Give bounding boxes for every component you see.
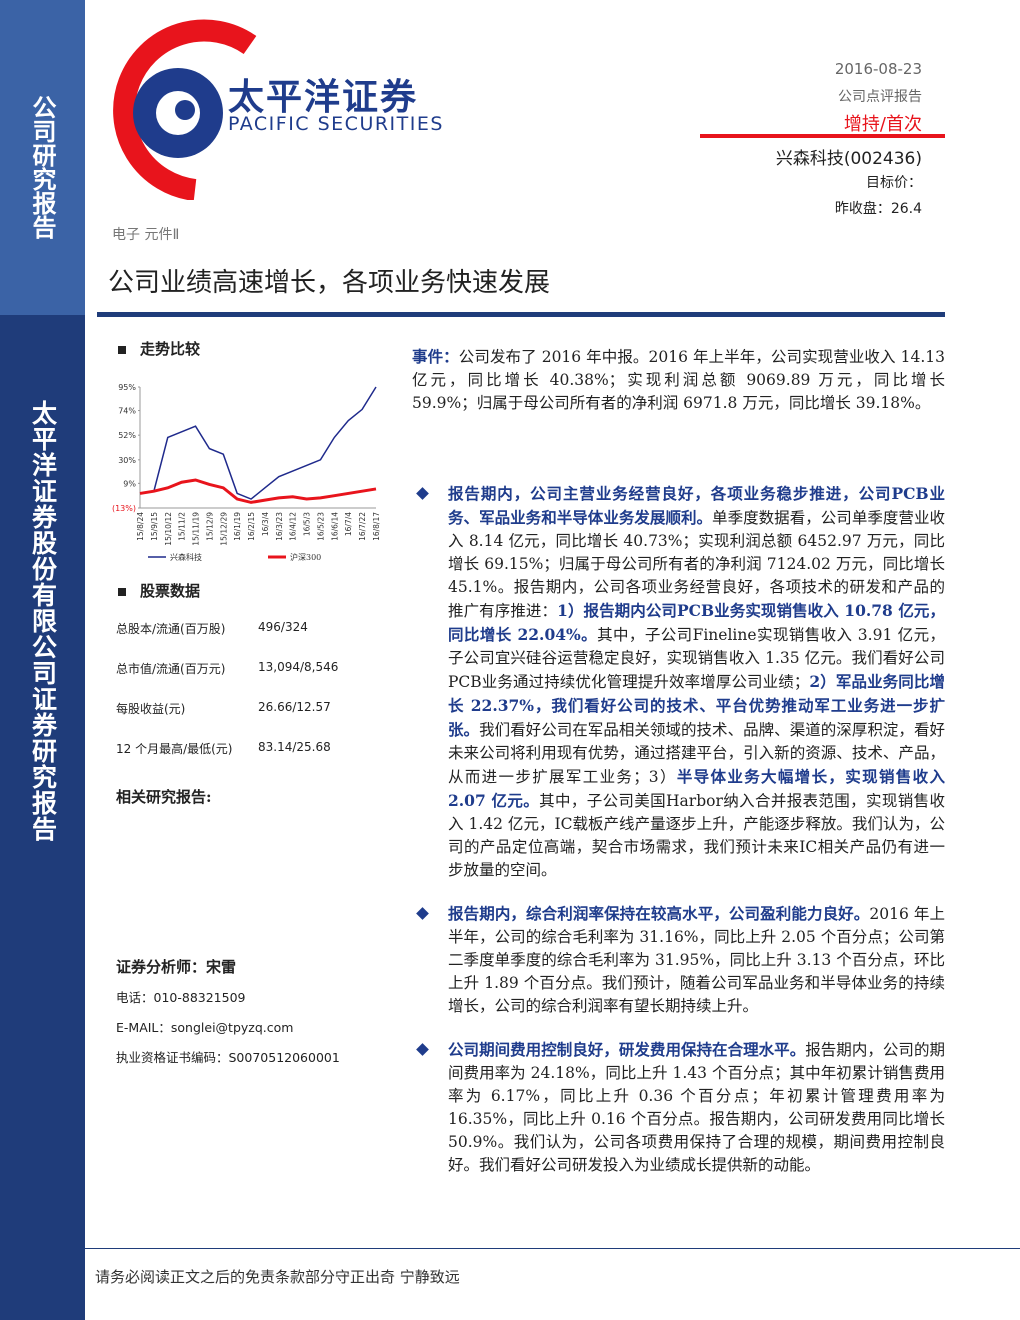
title-rule	[97, 312, 945, 317]
event-text: 公司发布了 2016 年中报。2016 年上半年，公司实现营业收入 14.13 …	[412, 348, 945, 412]
series-line	[139, 386, 377, 500]
close-price: 昨收盘：26.4	[834, 201, 922, 217]
report-type: 公司点评报告	[838, 89, 922, 105]
y-tick-label: (13%)	[112, 504, 136, 513]
logo-cn: 太平洋证券	[228, 77, 419, 118]
footer: 请务必阅读正文之后的免责条款部分守正出奇 宁静致远	[95, 1266, 460, 1287]
analyst-email: E-MAIL：songlei@tpyzq.com	[116, 1020, 294, 1035]
table-value: 83.14/25.68	[258, 740, 331, 754]
bullet-text: 公司期间费用控制良好，研发费用保持在合理水平。	[448, 1040, 806, 1059]
x-tick-label: 16/2/15	[247, 512, 256, 541]
y-tick-label: 95%	[118, 383, 136, 392]
logo	[113, 19, 257, 200]
bullet-text: 报告期内，综合利润率保持在较高水平，公司盈利能力良好。	[448, 904, 870, 923]
event: 事件：公司发布了 2016 年中报。2016 年上半年，公司实现营业收入 14.…	[412, 345, 945, 415]
logo-en: PACIFIC SECURITIES	[228, 113, 444, 135]
x-tick-label: 16/7/4	[344, 512, 353, 536]
title: 公司业绩高速增长，各项业务快速发展	[108, 268, 551, 298]
y-tick-label: 30%	[118, 456, 136, 465]
x-tick-label: 15/10/12	[164, 512, 173, 546]
x-tick-label: 16/4/12	[289, 512, 298, 541]
bullet-text: 2016 年上半年，公司的综合毛利率为 31.16%，同比上升 2.05 个百分…	[448, 905, 945, 1015]
trend-heading-text: 走势比较	[140, 340, 201, 358]
chart: 95% 74% 52% 30% 9% (13%)15/8/24 15/9/15 15/10/1…	[112, 383, 381, 562]
analyst-tel: 电话：010-88321509	[116, 990, 246, 1005]
table-value: 13,094/8,546	[258, 660, 339, 674]
y-tick-label: 9%	[123, 479, 136, 488]
x-tick-label: 16/5/23	[316, 512, 325, 541]
table-label: 总股本/流通(百万股)	[116, 622, 226, 636]
sidebar-bottom: 太平洋证券股份有限公司证券研究报告	[0, 315, 85, 1320]
bullet-text: 单季度数据看，公司单季度营业收入 8.14 亿元，同比增长 40.73%；实现利…	[448, 509, 945, 620]
motto: 守正出奇 宁静致远	[335, 1268, 460, 1286]
stock-heading-text: 股票数据	[140, 582, 201, 600]
event-label: 事件：	[412, 347, 459, 366]
series-line	[139, 478, 377, 504]
x-tick-label: 15/11/19	[192, 512, 201, 546]
x-tick-label: 16/3/23	[275, 512, 284, 541]
date: 2016-08-23	[834, 60, 922, 78]
stock: 兴森科技(002436)	[775, 149, 922, 169]
analyst-cert: 执业资格证书编码：S0070512060001	[116, 1050, 340, 1065]
x-tick-label: 15/12/29	[219, 512, 228, 546]
y-tick-label: 52%	[118, 431, 136, 440]
bullet-text: 报告期内，公司的期间费用率为 24.18%，同比上升 1.43 个百分点；其中年…	[448, 1041, 945, 1174]
target-price: 目标价：	[866, 175, 922, 191]
x-tick-label: 16/6/14	[330, 512, 339, 541]
table-label: 总市值/流通(百万元)	[116, 662, 226, 676]
analyst-name: 证券分析师：宋雷	[116, 958, 237, 976]
table-label: 12 个月最高/最低(元)	[116, 742, 233, 756]
bullet: 报告期内，综合利润率保持在较高水平，公司盈利能力良好。2016 年上半年，公司的…	[412, 902, 945, 1018]
related-heading: 相关研究报告:	[116, 788, 212, 806]
sidebar-top: 公司研究报告	[0, 0, 85, 315]
bullet-text: 其中，子公司Fineline实现销售收入 3.91 亿元，子公司宜兴硅谷运营稳定…	[448, 626, 945, 691]
x-tick-label: 15/9/15	[150, 512, 159, 541]
bullet-text: 我们看好公司在军品相关领域的技术、品牌、渠道的深厚积淀，看好未来公司将利用现有优…	[448, 721, 945, 786]
bullet: 报告期内，公司主营业务经营良好，各项业务稳步推进，公司PCB业务、军品业务和半导…	[412, 482, 945, 882]
table-value: 496/324	[258, 620, 308, 634]
red-rule	[700, 134, 945, 138]
rating: 增持/首次	[843, 114, 922, 135]
bullet: 公司期间费用控制良好，研发费用保持在合理水平。报告期内，公司的期间费用率为 24…	[412, 1038, 945, 1177]
bullet-text: 2）军品业务同比增长 22.37%，我们看好公司的技术、平台优势推动军工业务进一…	[448, 672, 945, 739]
stock-heading: 股票数据	[118, 580, 200, 601]
bullets: 报告期内，公司主营业务经营良好，各项业务稳步推进，公司PCB业务、军品业务和半导…	[412, 482, 945, 1197]
bullet-text: 1）报告期内公司PCB业务实现销售收入 10.78 亿元，同比增长 22.04%…	[448, 601, 945, 644]
y-tick-label: 74%	[118, 407, 136, 416]
trend-heading: 走势比较	[118, 338, 200, 359]
table-value: 26.66/12.57	[258, 700, 331, 714]
bullet-text: 报告期内，公司主营业务经营良好，各项业务稳步推进，公司PCB业务、军品业务和半导…	[448, 484, 945, 527]
x-tick-label: 15/12/9	[205, 512, 214, 541]
disclaimer: 请务必阅读正文之后的免责条款部分	[95, 1268, 336, 1286]
table-label: 每股收益(元)	[116, 702, 186, 716]
industry: 电子 元件Ⅱ	[112, 227, 180, 243]
x-tick-label: 16/1/19	[233, 512, 242, 541]
bullet-text: 半导体业务大幅增长，实现销售收入 2.07 亿元。	[448, 767, 945, 810]
x-tick-label: 16/3/4	[261, 512, 270, 536]
x-tick-label: 16/8/17	[372, 512, 381, 541]
legend-label: 沪深300	[290, 552, 321, 562]
x-tick-label: 15/11/2	[178, 512, 187, 541]
bullet-text: 其中，子公司美国Harbor纳入合并报表范围，实现销售收入 1.42 亿元，IC…	[448, 792, 945, 879]
x-tick-label: 16/7/22	[358, 512, 367, 541]
legend-label: 兴森科技	[170, 552, 202, 562]
footer-rule	[85, 1248, 1020, 1249]
x-tick-label: 16/5/3	[303, 512, 312, 536]
x-tick-label: 15/8/24	[136, 512, 145, 541]
